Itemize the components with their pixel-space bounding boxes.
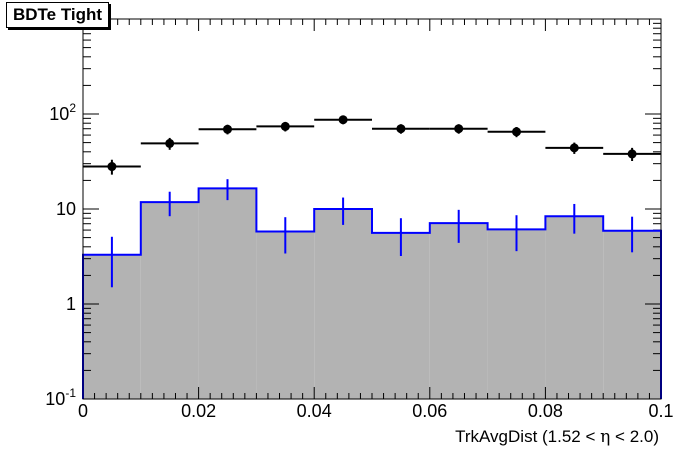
y-tick-label: 10 <box>56 199 76 219</box>
chart-title: BDTe Tight <box>6 2 110 28</box>
histogram-bar-fill <box>603 230 661 399</box>
histogram-bar-fill <box>256 231 315 399</box>
y-tick-label-exponent: 2 <box>69 101 76 115</box>
data-point-marker <box>338 115 348 125</box>
histogram-bar-fill <box>372 232 430 399</box>
x-tick-label: 0.08 <box>528 401 563 421</box>
x-axis-label-suffix: < 2.0) <box>610 427 659 446</box>
histogram-bar-fill <box>314 209 372 399</box>
histogram-fill-layer <box>83 188 661 399</box>
x-tick-label: 0.02 <box>181 401 216 421</box>
y-tick-label: 10-1 <box>45 386 76 409</box>
data-point-marker <box>107 162 117 172</box>
x-tick-label: 0.1 <box>648 401 673 421</box>
y-tick-label-exponent: -1 <box>65 386 76 400</box>
x-axis-label-prefix: TrkAvgDist (1.52 < <box>455 427 600 446</box>
histogram-bar-fill <box>198 188 257 399</box>
data-point-marker <box>165 138 175 148</box>
axis-ticks <box>82 19 662 400</box>
data-point-marker <box>627 149 637 159</box>
histogram-bar-fill <box>487 229 546 399</box>
y-tick-label: 102 <box>49 101 76 124</box>
plot-frame <box>82 18 662 400</box>
data-point-marker <box>512 127 521 137</box>
y-tick-label: 1 <box>66 294 76 314</box>
histogram-bar-fill <box>545 216 604 399</box>
data-point-marker <box>223 124 232 134</box>
data-point-marker <box>396 124 406 134</box>
data-point-marker <box>569 143 579 153</box>
data-point-marker <box>280 121 290 131</box>
y-tick-label-base: 10 <box>45 389 65 409</box>
y-tick-label-base: 1 <box>66 294 76 314</box>
x-axis-label: TrkAvgDist (1.52 < η < 2.0) <box>455 427 659 447</box>
x-tick-label: 0.04 <box>297 401 332 421</box>
histogram-bar-fill <box>429 223 488 399</box>
histogram-bar-fill <box>140 202 199 399</box>
black-points-series <box>83 115 661 175</box>
blue-histogram-series <box>82 179 662 399</box>
y-tick-label-base: 10 <box>56 199 76 219</box>
x-tick-label: 0.06 <box>412 401 447 421</box>
y-tick-label-base: 10 <box>49 104 69 124</box>
data-point-marker <box>454 124 464 134</box>
x-axis-label-eta: η <box>600 427 610 447</box>
x-tick-label: 0 <box>78 401 88 421</box>
